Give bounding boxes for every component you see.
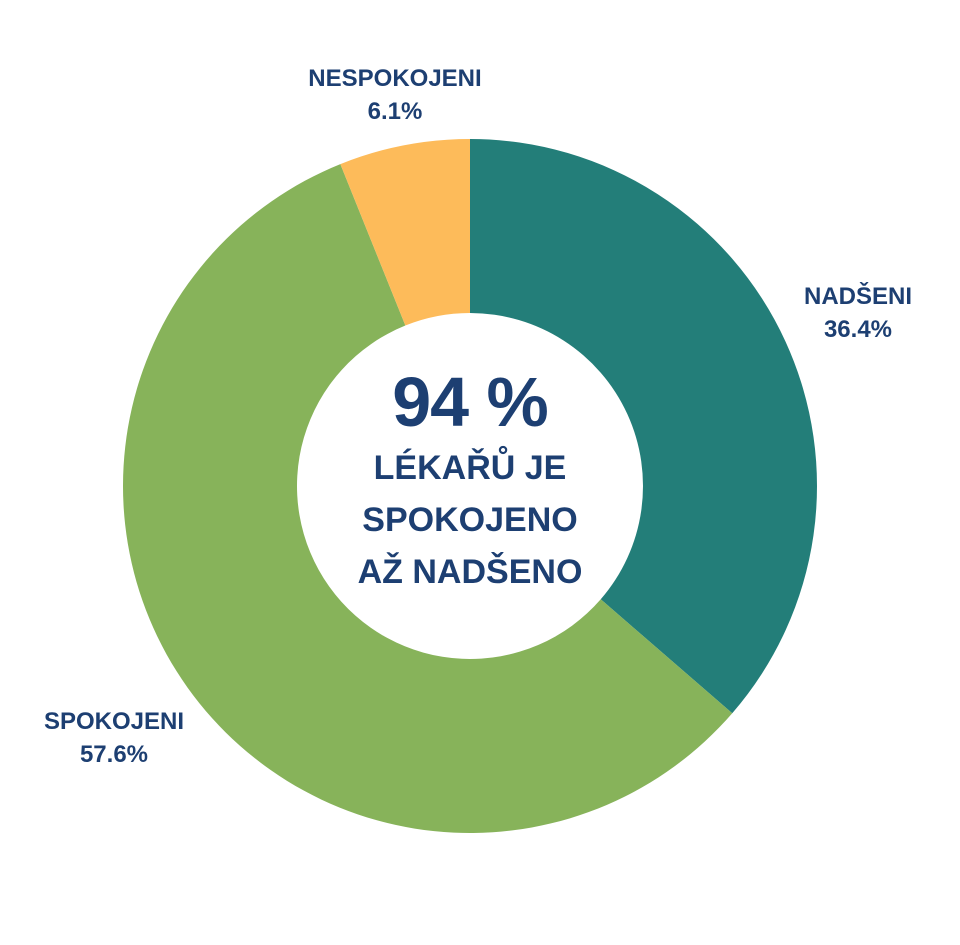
- center-line-3: AŽ NADŠENO: [357, 553, 583, 591]
- label-nespokojeni: NESPOKOJENI 6.1%: [308, 62, 481, 128]
- label-spokojeni-name: SPOKOJENI: [43, 708, 185, 735]
- slice-nespokojeni: [340, 139, 470, 326]
- label-spokojeni: SPOKOJENI 57.6%: [44, 705, 184, 771]
- label-nadseni-name: NADŠENI: [803, 283, 913, 310]
- donut-slices: [122, 139, 817, 833]
- slice-nadšeni: [470, 139, 817, 714]
- label-nespokojeni-pct: 6.1%: [367, 98, 423, 125]
- center-summary: 94 % LÉKAŘŮ JE SPOKOJENO AŽ NADŠENO: [358, 362, 583, 598]
- slice-spokojeni: [122, 164, 733, 833]
- label-nespokojeni-name: NESPOKOJENI: [308, 65, 482, 92]
- label-nadseni: NADŠENI 36.4%: [804, 280, 912, 346]
- center-line-2: SPOKOJENO: [362, 501, 578, 539]
- label-nadseni-pct: 36.4%: [823, 316, 893, 343]
- center-value: 94 %: [392, 363, 549, 441]
- label-spokojeni-pct: 57.6%: [79, 741, 149, 768]
- center-line-1: LÉKAŘŮ JE: [373, 449, 567, 487]
